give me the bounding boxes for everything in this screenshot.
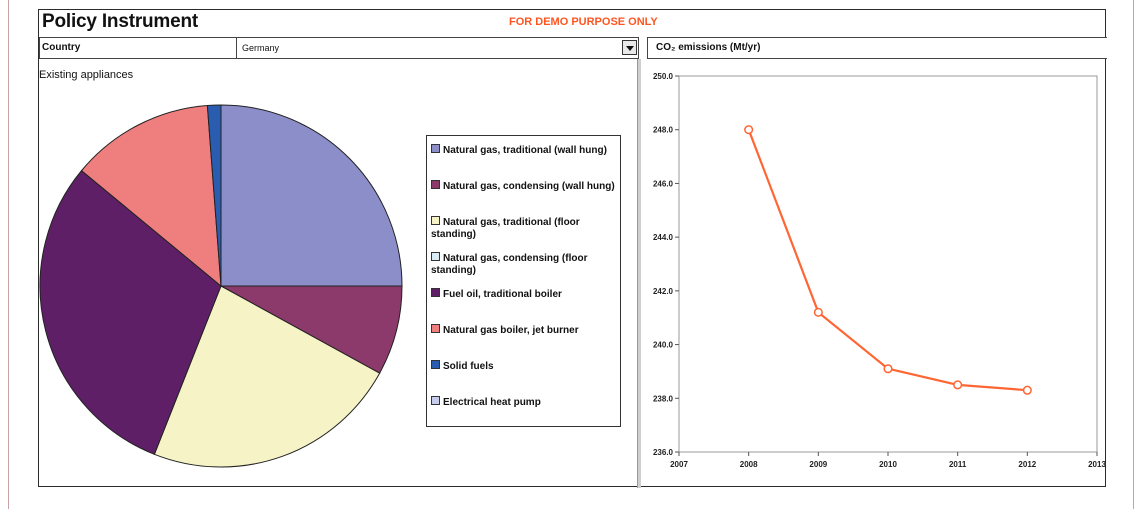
legend-label: Natural gas, condensing (floor standing) <box>431 253 588 276</box>
pie-slice <box>220 104 403 287</box>
plot-area <box>678 75 1098 453</box>
legend-swatch <box>431 288 440 297</box>
pie-slice <box>153 285 381 468</box>
legend-item: Natural gas, condensing (floor standing) <box>431 252 617 277</box>
x-tick-label: 2010 <box>879 460 897 469</box>
co2-label: CO₂ emissions (Mt/yr) <box>656 42 761 53</box>
page-edge-right <box>1133 0 1134 509</box>
x-tick-label: 2012 <box>1018 460 1036 469</box>
co2-line-chart: 236.0 238.0 240.0 242.0 244.0 246.0 248.0 250.0… <box>653 72 1106 469</box>
legend-swatch <box>431 144 440 153</box>
pie-slice <box>80 104 222 288</box>
y-tick-label: 244.0 <box>653 233 674 242</box>
legend-label: Fuel oil, traditional boiler <box>443 289 562 300</box>
y-tick-label: 240.0 <box>653 341 674 350</box>
legend-label: Natural gas, condensing (wall hung) <box>443 181 615 192</box>
legend-item: Electrical heat pump <box>431 396 617 409</box>
data-point <box>744 125 754 135</box>
y-tick-label: 238.0 <box>653 394 674 403</box>
panel-divider[interactable] <box>637 59 641 488</box>
country-select[interactable]: Germany <box>237 37 639 59</box>
legend-label: Natural gas, traditional (wall hung) <box>443 145 607 156</box>
co2-label-cell: CO₂ emissions (Mt/yr) <box>647 37 1107 59</box>
data-point <box>1022 385 1032 395</box>
data-point <box>813 307 823 317</box>
country-select-value: Germany <box>242 43 280 53</box>
legend-item: Natural gas, traditional (wall hung) <box>431 144 617 157</box>
pie-slice <box>220 285 403 374</box>
x-tick-label: 2009 <box>809 460 827 469</box>
data-point <box>953 380 963 390</box>
legend-label: Natural gas boiler, jet burner <box>443 325 579 336</box>
page-title: Policy Instrument <box>42 11 199 32</box>
legend-item: Natural gas, condensing (wall hung) <box>431 180 617 193</box>
legend-label: Natural gas, traditional (floor standing… <box>431 217 580 240</box>
x-tick-label: 2013 <box>1088 460 1106 469</box>
pie-slice <box>206 104 222 287</box>
legend-item: Solid fuels <box>431 360 617 373</box>
legend-swatch <box>431 180 440 189</box>
y-tick-label: 250.0 <box>653 72 674 81</box>
legend-swatch <box>431 324 440 333</box>
y-tick-label: 236.0 <box>653 448 674 457</box>
policy-instrument-panel: Policy Instrument FOR DEMO PURPOSE ONLY … <box>38 9 1107 488</box>
chevron-down-icon[interactable] <box>622 40 637 55</box>
legend-label: Electrical heat pump <box>443 397 541 408</box>
legend-item: Natural gas, traditional (floor standing… <box>431 216 617 241</box>
pie-chart <box>39 104 403 468</box>
pie-slice <box>39 169 222 455</box>
country-label: Country <box>42 42 81 53</box>
data-point <box>883 364 893 374</box>
legend-swatch <box>431 216 440 225</box>
page-edge-left <box>8 0 9 509</box>
x-tick-label: 2007 <box>670 460 688 469</box>
legend-swatch <box>431 396 440 405</box>
legend-swatch <box>431 252 440 261</box>
pie-legend: Natural gas, traditional (wall hung) Natu… <box>426 135 621 427</box>
x-tick-label: 2008 <box>740 460 758 469</box>
y-tick-label: 242.0 <box>653 287 674 296</box>
x-tick-label: 2011 <box>949 460 967 469</box>
pie-title: Existing appliances <box>39 69 134 81</box>
legend-item: Natural gas boiler, jet burner <box>431 324 617 337</box>
y-tick-label: 246.0 <box>653 179 674 188</box>
legend-label: Solid fuels <box>443 361 494 372</box>
demo-notice: FOR DEMO PURPOSE ONLY <box>509 16 658 28</box>
country-label-cell: Country <box>39 37 237 59</box>
legend-swatch <box>431 360 440 369</box>
legend-item: Fuel oil, traditional boiler <box>431 288 617 301</box>
y-tick-label: 248.0 <box>653 126 674 135</box>
